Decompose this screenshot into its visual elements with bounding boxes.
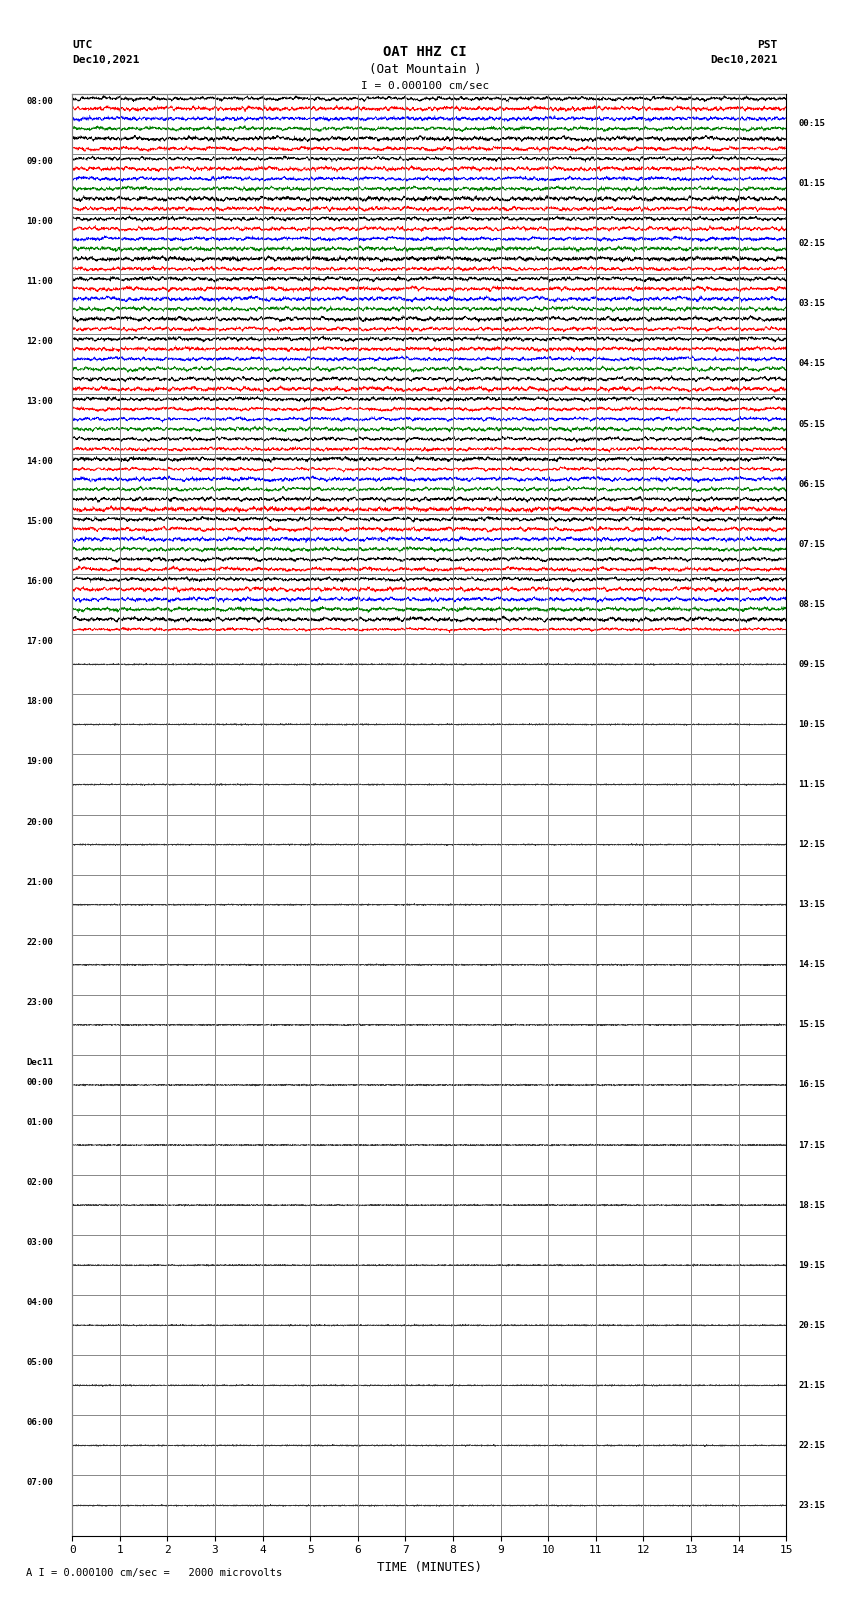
Text: 09:15: 09:15: [798, 660, 825, 669]
Text: 22:00: 22:00: [26, 937, 54, 947]
Text: 01:15: 01:15: [798, 179, 825, 189]
Text: 03:15: 03:15: [798, 300, 825, 308]
Text: 10:00: 10:00: [26, 216, 54, 226]
Text: 15:15: 15:15: [798, 1021, 825, 1029]
Text: 02:00: 02:00: [26, 1177, 54, 1187]
Text: 09:00: 09:00: [26, 156, 54, 166]
Text: 03:00: 03:00: [26, 1239, 54, 1247]
Text: 18:15: 18:15: [798, 1200, 825, 1210]
Text: 01:00: 01:00: [26, 1118, 54, 1127]
Text: 13:15: 13:15: [798, 900, 825, 910]
Text: Dec10,2021: Dec10,2021: [72, 55, 139, 65]
Text: Dec10,2021: Dec10,2021: [711, 55, 778, 65]
Text: 23:00: 23:00: [26, 998, 54, 1007]
Text: 06:15: 06:15: [798, 479, 825, 489]
Text: 02:15: 02:15: [798, 239, 825, 248]
Text: 20:00: 20:00: [26, 818, 54, 826]
Text: 15:00: 15:00: [26, 518, 54, 526]
Text: 14:00: 14:00: [26, 456, 54, 466]
Text: 21:15: 21:15: [798, 1381, 825, 1390]
Text: 11:00: 11:00: [26, 277, 54, 286]
Text: 05:00: 05:00: [26, 1358, 54, 1368]
X-axis label: TIME (MINUTES): TIME (MINUTES): [377, 1561, 482, 1574]
Text: 00:15: 00:15: [798, 119, 825, 127]
Text: 14:15: 14:15: [798, 960, 825, 969]
Text: PST: PST: [757, 40, 778, 50]
Text: 16:15: 16:15: [798, 1081, 825, 1089]
Text: 08:15: 08:15: [798, 600, 825, 608]
Text: 06:00: 06:00: [26, 1418, 54, 1428]
Text: I = 0.000100 cm/sec: I = 0.000100 cm/sec: [361, 81, 489, 90]
Text: 19:00: 19:00: [26, 758, 54, 766]
Text: 18:00: 18:00: [26, 697, 54, 706]
Text: Dec11: Dec11: [26, 1058, 54, 1066]
Text: 13:00: 13:00: [26, 397, 54, 406]
Text: 17:15: 17:15: [798, 1140, 825, 1150]
Text: 04:15: 04:15: [798, 360, 825, 368]
Text: OAT HHZ CI: OAT HHZ CI: [383, 45, 467, 60]
Text: 05:15: 05:15: [798, 419, 825, 429]
Text: 04:00: 04:00: [26, 1298, 54, 1307]
Text: 23:15: 23:15: [798, 1502, 825, 1510]
Text: 00:00: 00:00: [26, 1077, 54, 1087]
Text: 07:15: 07:15: [798, 540, 825, 548]
Text: 22:15: 22:15: [798, 1440, 825, 1450]
Text: UTC: UTC: [72, 40, 93, 50]
Text: 12:15: 12:15: [798, 840, 825, 848]
Text: 19:15: 19:15: [798, 1261, 825, 1269]
Text: 20:15: 20:15: [798, 1321, 825, 1329]
Text: 07:00: 07:00: [26, 1479, 54, 1487]
Text: 16:00: 16:00: [26, 577, 54, 586]
Text: 21:00: 21:00: [26, 877, 54, 887]
Text: 12:00: 12:00: [26, 337, 54, 345]
Text: A I = 0.000100 cm/sec =   2000 microvolts: A I = 0.000100 cm/sec = 2000 microvolts: [26, 1568, 281, 1578]
Text: 08:00: 08:00: [26, 97, 54, 105]
Text: 10:15: 10:15: [798, 719, 825, 729]
Text: (Oat Mountain ): (Oat Mountain ): [369, 63, 481, 76]
Text: 11:15: 11:15: [798, 781, 825, 789]
Text: 17:00: 17:00: [26, 637, 54, 647]
